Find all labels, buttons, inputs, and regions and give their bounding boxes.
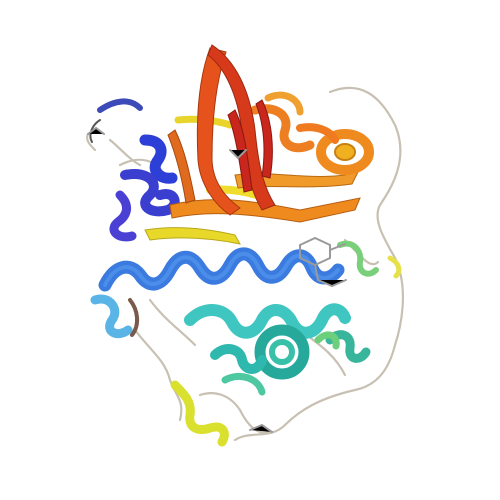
n-terminal-helices bbox=[97, 98, 180, 242]
lower-helices bbox=[184, 303, 371, 396]
coil-loops bbox=[86, 86, 405, 442]
green-segment bbox=[314, 240, 379, 350]
ligand-sticks bbox=[87, 126, 347, 433]
red-beta-hairpin bbox=[167, 44, 276, 216]
central-helix bbox=[90, 247, 345, 339]
